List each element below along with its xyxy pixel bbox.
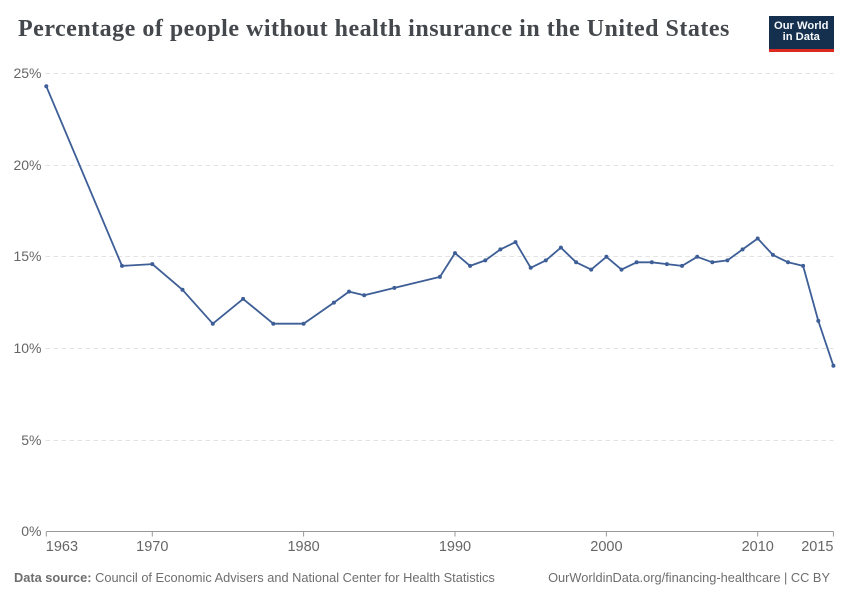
svg-text:0%: 0% — [21, 523, 41, 539]
svg-text:2010: 2010 — [742, 539, 774, 555]
svg-text:1990: 1990 — [439, 539, 471, 555]
svg-text:10%: 10% — [13, 340, 41, 356]
svg-text:5%: 5% — [21, 432, 41, 448]
svg-text:2015: 2015 — [801, 539, 833, 555]
svg-text:25%: 25% — [13, 65, 41, 81]
svg-text:1980: 1980 — [287, 539, 319, 555]
svg-text:2000: 2000 — [590, 539, 622, 555]
svg-text:15%: 15% — [13, 248, 41, 264]
svg-text:1963: 1963 — [46, 539, 78, 555]
svg-text:20%: 20% — [13, 157, 41, 173]
svg-text:1970: 1970 — [136, 539, 168, 555]
